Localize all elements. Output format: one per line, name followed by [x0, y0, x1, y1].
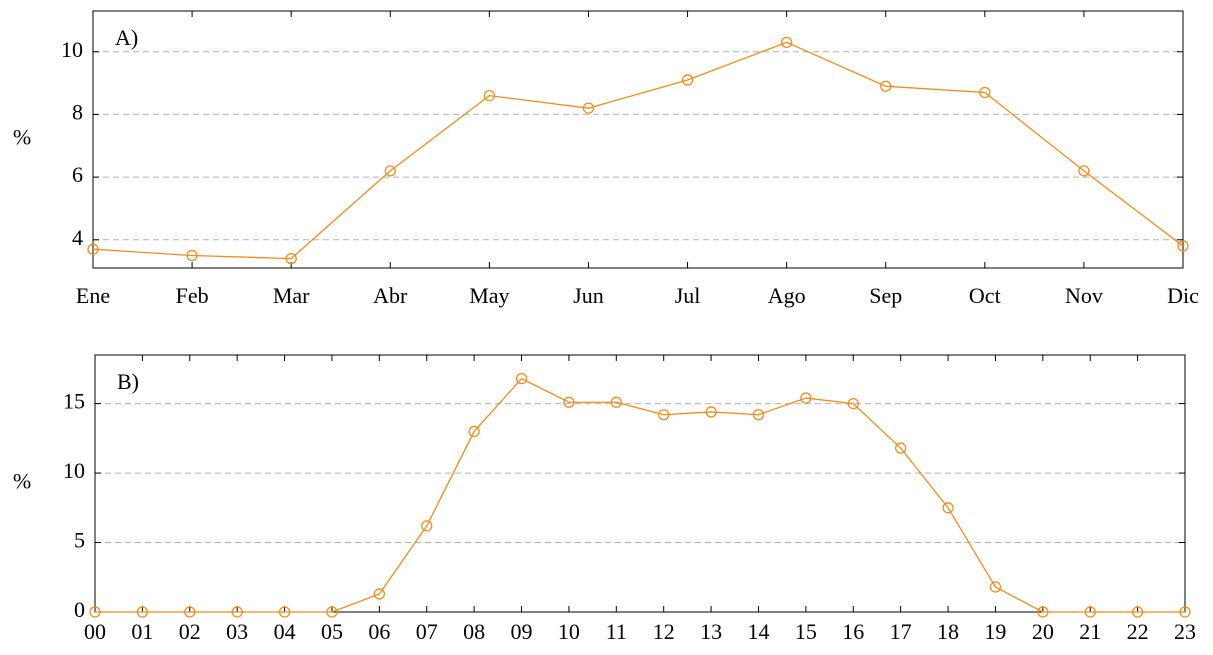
x-tick-label: 06: [368, 619, 390, 644]
x-tick-label: Feb: [176, 283, 209, 308]
x-tick-label: 15: [795, 619, 817, 644]
x-tick-label: 08: [463, 619, 485, 644]
x-tick-label: Ene: [76, 283, 110, 308]
x-tick-label: 01: [131, 619, 153, 644]
data-point: [979, 86, 991, 99]
x-tick-label: Jun: [573, 283, 604, 308]
data-point: [87, 243, 99, 255]
data-point: [880, 80, 892, 92]
data-point: [515, 372, 528, 385]
data-point: [326, 606, 338, 618]
x-tick-label: 00: [84, 619, 106, 644]
x-tick-label: Ago: [768, 283, 806, 308]
annotation: B): [117, 369, 139, 394]
x-tick-label: 16: [842, 619, 864, 644]
plot-frame: [94, 354, 1186, 613]
data-point: [468, 425, 480, 438]
x-tick-label: 11: [606, 619, 627, 644]
data-line: [95, 377, 1185, 613]
data-point: [752, 409, 765, 421]
x-tick-label: 03: [226, 619, 248, 644]
data-point: [278, 606, 291, 618]
data-point: [184, 606, 196, 618]
data-point: [186, 249, 198, 262]
x-tick-label: Oct: [969, 283, 1001, 308]
data-point: [582, 102, 595, 114]
y-tick-label: 10: [61, 37, 83, 62]
x-tick-label: Jul: [675, 283, 701, 308]
x-tick-label: May: [469, 283, 509, 308]
data-point: [89, 606, 101, 618]
data-point: [705, 406, 717, 418]
data-line: [92, 41, 1184, 260]
y-tick-label: 8: [72, 99, 83, 124]
data-point: [373, 588, 385, 600]
data-point: [483, 89, 496, 102]
y-axis-label: %: [13, 125, 31, 150]
x-tick-label: 17: [890, 619, 912, 644]
data-point: [285, 252, 297, 265]
data-point: [895, 442, 907, 454]
y-axis-label: %: [13, 469, 31, 494]
data-point: [1177, 240, 1189, 252]
y-tick-label: 4: [72, 225, 83, 250]
x-tick-label: 12: [653, 619, 675, 644]
x-tick-label: 05: [321, 619, 343, 644]
data-point: [231, 606, 243, 618]
x-tick-label: 02: [179, 619, 201, 644]
x-tick-label: Sep: [869, 283, 902, 308]
y-tick-label: 5: [74, 528, 85, 553]
data-point: [1037, 606, 1049, 618]
data-point: [681, 74, 694, 86]
data-point: [1131, 606, 1144, 618]
y-tick-label: 0: [74, 597, 85, 622]
plot-frame: [92, 10, 1184, 269]
y-tick-label: 15: [63, 389, 85, 414]
x-tick-label: 20: [1032, 619, 1054, 644]
data-point: [989, 581, 1002, 593]
annotation: A): [115, 25, 138, 50]
data-point: [942, 502, 954, 514]
x-tick-label: 18: [937, 619, 959, 644]
data-point: [800, 392, 812, 404]
data-point: [384, 165, 396, 177]
data-point: [136, 606, 149, 618]
x-tick-label: 09: [511, 619, 533, 644]
x-tick-label: 10: [558, 619, 580, 644]
data-point: [1078, 165, 1090, 177]
data-point: [780, 36, 793, 48]
x-tick-label: 04: [274, 619, 296, 644]
data-point: [847, 397, 859, 410]
y-tick-label: 10: [63, 458, 85, 483]
data-point: [610, 396, 622, 408]
data-point: [658, 409, 670, 421]
x-tick-label: 07: [416, 619, 438, 644]
x-tick-label: 23: [1174, 619, 1196, 644]
x-tick-label: 21: [1079, 619, 1101, 644]
data-point: [563, 396, 575, 408]
x-tick-label: Abr: [373, 283, 408, 308]
x-tick-label: Mar: [273, 283, 310, 308]
x-tick-label: 14: [747, 619, 769, 644]
y-tick-label: 6: [72, 162, 83, 187]
x-tick-label: Nov: [1065, 283, 1103, 308]
data-point: [1084, 606, 1096, 618]
x-tick-label: 22: [1127, 619, 1149, 644]
data-point: [421, 520, 433, 532]
x-tick-label: 13: [700, 619, 722, 644]
x-tick-label: Dic: [1167, 283, 1199, 308]
data-point: [1179, 606, 1191, 618]
x-tick-label: 19: [984, 619, 1006, 644]
